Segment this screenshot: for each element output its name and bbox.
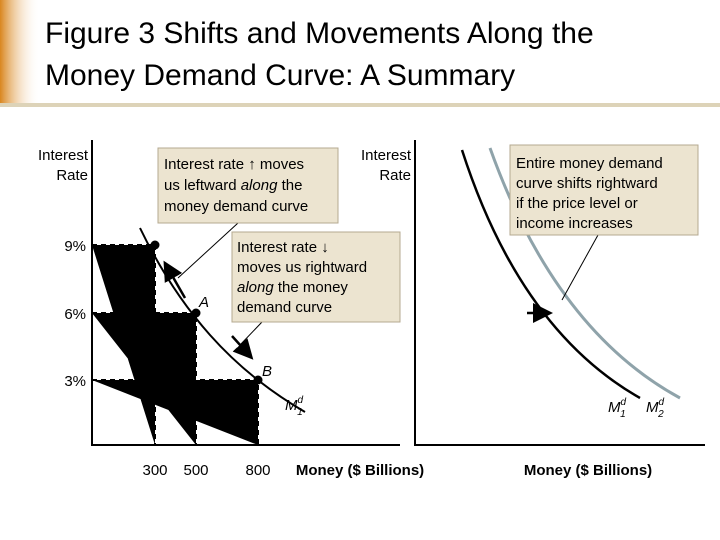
- right-panel: Interest Rate Entire money demand curve …: [361, 140, 705, 479]
- y-tick: 9%: [64, 238, 86, 255]
- note: income increases: [516, 215, 633, 232]
- x-label: Money ($ Billions): [524, 462, 652, 479]
- note: money demand curve: [164, 198, 308, 215]
- left-panel: Interest Rate 9% 6% 3% C A B Md 1 Interes…: [38, 140, 424, 479]
- note: us leftward along the: [164, 177, 302, 194]
- axes: [414, 140, 705, 446]
- y-tick: 3%: [64, 373, 86, 390]
- arrow: [231, 335, 254, 360]
- note: Entire money demand: [516, 155, 663, 172]
- callout: [177, 222, 239, 279]
- note: curve shifts rightward: [516, 175, 658, 192]
- note-box: [231, 231, 401, 323]
- point: [191, 308, 201, 318]
- note-box: [157, 147, 339, 224]
- note: along the money: [237, 279, 348, 296]
- callout: [239, 321, 263, 346]
- title: Figure 3 Shifts and Movements Along the: [45, 17, 594, 50]
- curve-label: Md 2: [646, 397, 665, 420]
- note-box: [509, 144, 699, 236]
- point-label: A: [198, 294, 209, 311]
- note: moves us rightward: [237, 259, 367, 276]
- callout: [561, 234, 599, 301]
- y-label: Interest: [38, 147, 89, 164]
- note: Interest rate ↑ moves: [164, 156, 304, 173]
- y-label: Rate: [379, 167, 411, 184]
- x-tick: 800: [245, 462, 270, 479]
- demand-curve-2: [488, 147, 681, 400]
- axes: [91, 140, 400, 446]
- arrow: [163, 260, 187, 299]
- point-label: C: [135, 253, 146, 270]
- x-tick: 500: [183, 462, 208, 479]
- curve-label: Md 1: [608, 397, 627, 420]
- note: Interest rate ↓: [237, 239, 329, 256]
- x-tick: 300: [142, 462, 167, 479]
- y-label: Rate: [56, 167, 88, 184]
- y-tick: 6%: [64, 306, 86, 323]
- note: demand curve: [237, 299, 332, 316]
- curve-label: Md 1: [285, 395, 304, 418]
- point: [150, 240, 160, 250]
- title-rule: [0, 103, 720, 107]
- x-label: Money ($ Billions): [296, 462, 424, 479]
- y-label: Interest: [361, 147, 412, 164]
- title-accent: [0, 0, 40, 105]
- title: Money Demand Curve: A Summary: [45, 59, 515, 92]
- demand-curve-1: [460, 149, 641, 400]
- point-label: B: [262, 363, 272, 380]
- demand-curve: [139, 227, 306, 413]
- point: [253, 375, 263, 385]
- note: if the price level or: [516, 195, 638, 212]
